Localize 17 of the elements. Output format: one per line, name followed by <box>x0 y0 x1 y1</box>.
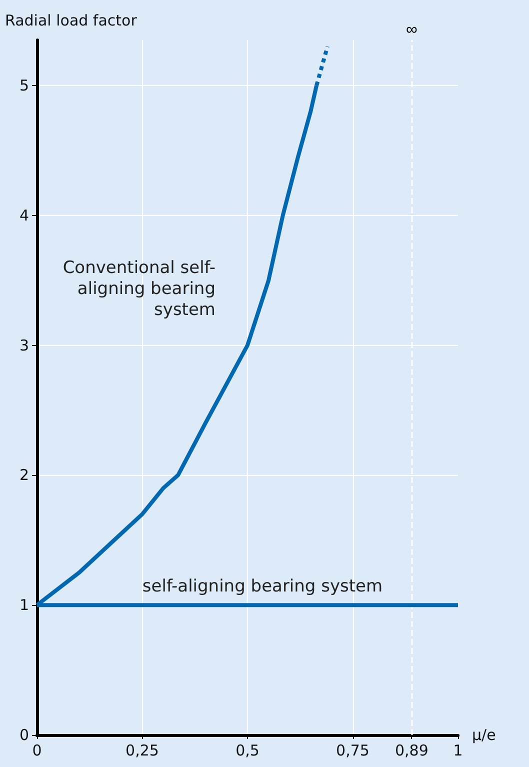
y-tick-label: 1 <box>19 596 29 614</box>
text: Conventional self- aligning bearing system <box>62 258 216 320</box>
ref-line-label: ∞ <box>406 22 418 38</box>
series-label: self-aligning bearing system <box>142 576 383 597</box>
y-tick-label: 0 <box>19 726 29 744</box>
x-tick-label: 0 <box>32 742 42 760</box>
y-tick-label: 3 <box>19 336 29 354</box>
x-tick-label: 0,75 <box>336 742 370 760</box>
y-axis-title: Radial load factor <box>5 12 138 30</box>
y-tick-label: 2 <box>19 466 29 484</box>
x-tick-label: 0,89 <box>394 742 428 760</box>
x-tick-label: 1 <box>453 742 463 760</box>
x-tick-label: 0,5 <box>236 742 260 760</box>
x-tick-label: 0,25 <box>126 742 159 760</box>
y-tick-label: 4 <box>19 206 29 224</box>
y-tick-label: 5 <box>19 76 29 94</box>
x-axis-title: μ/e <box>472 726 496 744</box>
